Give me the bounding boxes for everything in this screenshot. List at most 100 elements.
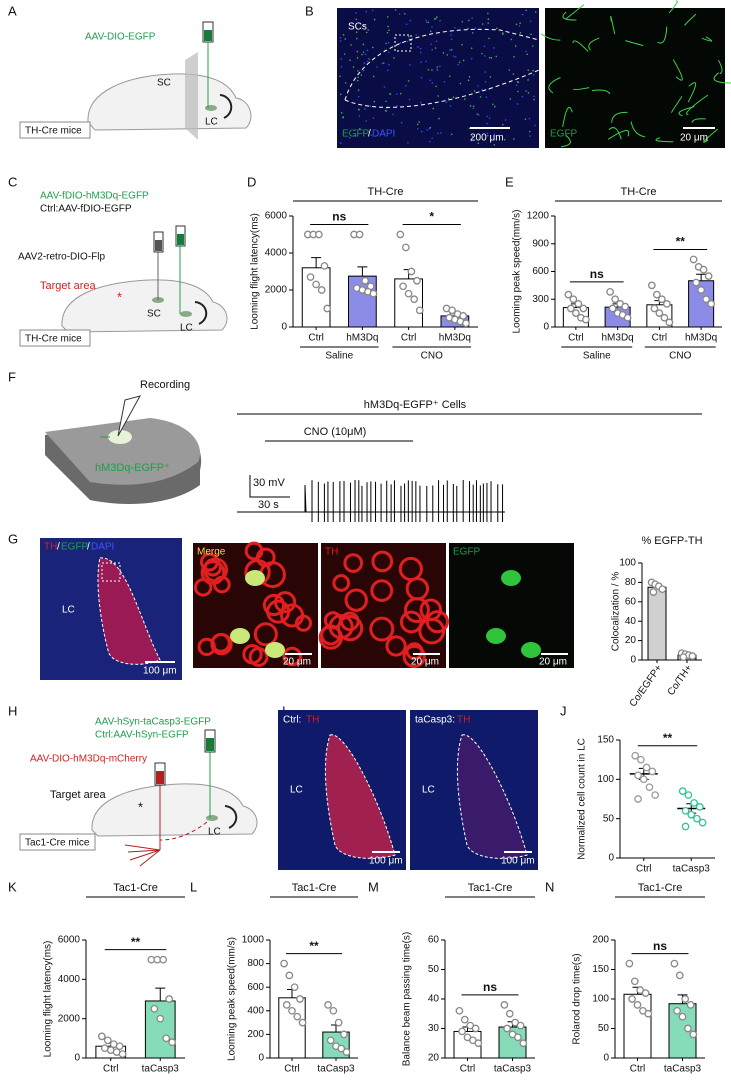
signal-dot bbox=[405, 23, 408, 26]
signal-dot bbox=[515, 84, 518, 87]
x-tick-label: Ctrl bbox=[308, 333, 324, 344]
data-point bbox=[630, 977, 639, 986]
signal-dot bbox=[431, 26, 433, 28]
data-point bbox=[689, 255, 698, 264]
chart-title: Tac1-Cre bbox=[113, 882, 158, 894]
data-point bbox=[698, 818, 707, 827]
significance-label: ** bbox=[663, 731, 673, 745]
y-tick-label: 2000 bbox=[265, 285, 288, 296]
fiber bbox=[686, 94, 709, 115]
y-tick-label: 900 bbox=[532, 238, 549, 249]
signal-dot bbox=[344, 38, 346, 40]
signal-dot bbox=[392, 113, 394, 116]
signal-dot bbox=[450, 38, 453, 41]
signal-dot bbox=[363, 25, 366, 27]
bar bbox=[301, 267, 331, 328]
signal-dot bbox=[420, 76, 423, 79]
signal-dot bbox=[357, 70, 359, 72]
data-point bbox=[623, 313, 632, 322]
signal-dot bbox=[399, 92, 402, 95]
signal-dot bbox=[528, 130, 531, 133]
data-point bbox=[516, 1021, 525, 1030]
stain-label: TH bbox=[457, 715, 470, 726]
significance-label: ** bbox=[676, 235, 686, 249]
signal-dot bbox=[384, 109, 387, 112]
data-point bbox=[280, 959, 288, 968]
signal-dot bbox=[474, 27, 477, 29]
y-tick-label: 100 bbox=[592, 994, 609, 1005]
group-label: Saline bbox=[583, 351, 611, 362]
bar bbox=[394, 278, 423, 328]
data-point bbox=[404, 289, 413, 298]
y-tick-label: 1200 bbox=[527, 211, 550, 222]
data-point bbox=[687, 810, 696, 819]
signal-dot bbox=[355, 12, 357, 14]
signal-dot bbox=[472, 105, 475, 107]
cell bbox=[340, 611, 360, 632]
signal-dot bbox=[386, 16, 389, 18]
signal-dot bbox=[436, 16, 438, 18]
signal-dot bbox=[398, 13, 401, 15]
signal-dot bbox=[409, 64, 411, 66]
y-tick-label: 800 bbox=[247, 958, 264, 969]
signal-dot bbox=[372, 46, 374, 49]
fiber bbox=[717, 59, 723, 75]
y-tick-label: 40 bbox=[625, 616, 637, 627]
signal-dot bbox=[350, 44, 352, 46]
x-tick-label: Ctrl bbox=[652, 333, 668, 344]
y-tick-label: 6000 bbox=[265, 211, 288, 222]
signal-dot bbox=[362, 51, 365, 54]
signal-dot bbox=[488, 117, 491, 120]
fiber bbox=[572, 40, 589, 52]
signal-dot bbox=[342, 116, 344, 119]
data-point bbox=[625, 959, 634, 968]
x-tick-label: taCasp3 bbox=[317, 1064, 355, 1075]
signal-dot bbox=[352, 66, 355, 68]
scale-label: 20 μm bbox=[283, 657, 311, 668]
signal-dot bbox=[534, 124, 536, 127]
signal-dot bbox=[361, 53, 363, 56]
signal-dot bbox=[484, 55, 486, 57]
y-tick-label: 50 bbox=[428, 964, 440, 975]
data-point bbox=[326, 1036, 335, 1045]
data-point bbox=[707, 300, 715, 308]
signal-dot bbox=[415, 34, 418, 36]
lc-signal bbox=[325, 734, 395, 859]
y-axis-label: Looming peak speed(mm/s) bbox=[227, 937, 238, 1061]
cell bbox=[385, 635, 407, 657]
data-point bbox=[165, 995, 174, 1003]
signal-dot bbox=[450, 133, 453, 136]
micrograph bbox=[545, 8, 725, 148]
signal-dot bbox=[387, 25, 389, 28]
data-point bbox=[298, 1018, 307, 1027]
y-tick-label: 50 bbox=[598, 1023, 610, 1034]
projection bbox=[124, 844, 161, 867]
signal-dot bbox=[487, 18, 490, 20]
signal-dot bbox=[524, 118, 527, 120]
signal-dot bbox=[446, 54, 449, 56]
data-point bbox=[320, 262, 329, 270]
cell bbox=[242, 644, 263, 665]
micrograph bbox=[449, 543, 574, 668]
data-point bbox=[628, 995, 636, 1003]
signal-dot bbox=[349, 59, 351, 61]
data-point bbox=[168, 1038, 176, 1047]
signal-dot bbox=[408, 98, 411, 101]
y-tick-label: 300 bbox=[532, 294, 549, 305]
y-axis-label: Looming flight latency(ms) bbox=[250, 213, 261, 330]
data-point bbox=[162, 1034, 171, 1043]
data-point bbox=[688, 652, 697, 660]
signal-dot bbox=[420, 101, 422, 104]
target-marker: * bbox=[138, 799, 143, 814]
region-label: LC bbox=[180, 323, 193, 334]
data-point bbox=[608, 304, 617, 313]
y-tick-label: 100 bbox=[597, 774, 614, 785]
signal-dot bbox=[420, 51, 422, 54]
lc-signal bbox=[457, 734, 527, 859]
signal-dot bbox=[340, 65, 343, 68]
signal-dot bbox=[485, 96, 488, 98]
lc-site bbox=[205, 105, 217, 111]
scale-label: 200 μm bbox=[470, 133, 504, 144]
signal-dot bbox=[533, 95, 535, 98]
signal-dot bbox=[495, 55, 498, 58]
